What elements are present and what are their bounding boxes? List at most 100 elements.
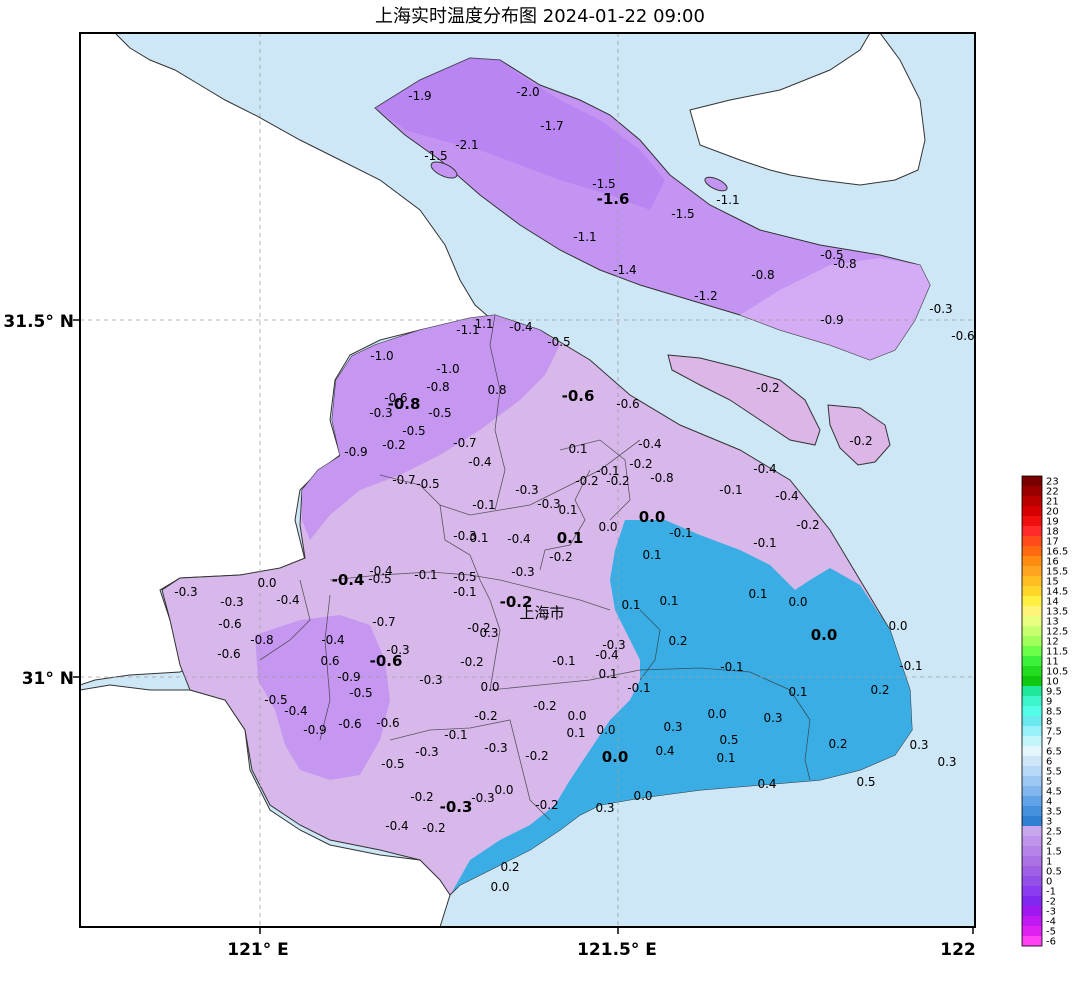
city-label: 上海市 <box>519 604 564 622</box>
station-temp-label: -0.1 <box>444 728 467 742</box>
station-temp-label: -0.1 <box>472 498 495 512</box>
colorbar-tick-label: 14.5 <box>1046 587 1068 598</box>
colorbar-tick-label: 6.5 <box>1046 747 1062 758</box>
station-temp-label: -0.4 <box>775 489 798 503</box>
colorbar-tick-label: 11 <box>1046 657 1059 668</box>
station-temp-label: -1.1 <box>716 193 739 207</box>
colorbar-swatch <box>1022 716 1042 727</box>
station-temp-label: -1.1 <box>573 230 596 244</box>
station-temp-label: -1.5 <box>592 177 615 191</box>
colorbar-tick-label: 9.5 <box>1046 687 1062 698</box>
station-temp-label: -0.2 <box>422 821 445 835</box>
colorbar-swatch <box>1022 616 1042 627</box>
colorbar-tick-label: 0.5 <box>1046 867 1062 878</box>
colorbar-tick-label: 17 <box>1046 537 1059 548</box>
colorbar-tick-label: 2 <box>1046 837 1052 848</box>
x-tick-label: 122 <box>940 940 976 960</box>
colorbar-swatch <box>1022 636 1042 647</box>
colorbar-swatch <box>1022 586 1042 597</box>
colorbar-swatch <box>1022 646 1042 657</box>
station-temp-label: -0.1 <box>596 464 619 478</box>
station-temp-label: 0.5 <box>719 733 738 747</box>
colorbar-tick-label: 1.5 <box>1046 847 1062 858</box>
colorbar-frame <box>1021 475 1043 947</box>
station-temp-label: -0.2 <box>525 749 548 763</box>
map-frame <box>79 32 976 928</box>
station-temp-label: -0.5 <box>349 686 372 700</box>
station-temp-label: -0.2 <box>575 474 598 488</box>
station-temp-label: -0.4 <box>385 819 408 833</box>
colorbar-tick-label: 9 <box>1046 697 1052 708</box>
station-temp-label: 0.1 <box>659 594 678 608</box>
hengsha-island <box>827 404 891 466</box>
colorbar-swatch <box>1022 496 1042 507</box>
colorbar-tick-label: 15 <box>1046 577 1059 588</box>
station-temp-label: -0.3 <box>484 741 507 755</box>
station-temp-label: 0.0 <box>257 576 276 590</box>
station-temp-label: -0.5 <box>453 570 476 584</box>
station-temp-label: -0.3 <box>471 791 494 805</box>
station-temp-label: -0.2 <box>533 699 556 713</box>
colorbar-swatch <box>1022 846 1042 857</box>
colorbar-swatch <box>1022 626 1042 637</box>
station-temp-label: -0.8 <box>650 471 673 485</box>
station-temp-label: -0.2 <box>382 438 405 452</box>
colorbar-tick-label: 13.5 <box>1046 607 1068 618</box>
colorbar-swatch <box>1022 736 1042 747</box>
chongming-island-light <box>740 258 930 360</box>
station-labels-bold: -1.6-0.6-0.80.00.1-0.4-0.20.0-0.60.0-0.3 <box>332 190 838 816</box>
colorbar-legend: 2322212019181716.51615.51514.51413.51312… <box>1021 475 1068 948</box>
station-temp-label: -0.4 <box>507 532 530 546</box>
station-temp-label: 0.0 <box>707 707 726 721</box>
colorbar-swatch <box>1022 756 1042 767</box>
colorbar-tick-label: 10.5 <box>1046 667 1068 678</box>
station-temp-label: 0.2 <box>870 683 889 697</box>
colorbar-swatch <box>1022 686 1042 697</box>
cold-zone-west <box>255 615 390 780</box>
colorbar-tick-label: 16.5 <box>1046 547 1068 558</box>
station-temp-label: -1.7 <box>540 119 563 133</box>
station-temp-label: -0.7 <box>392 473 415 487</box>
station-temp-label: -0.5 <box>368 572 391 586</box>
station-temp-label: 0.0 <box>639 508 666 526</box>
station-temp-label: 0.0 <box>490 880 509 894</box>
station-temp-label: 0.0 <box>811 626 838 644</box>
colorbar-tick-label: 4 <box>1046 797 1052 808</box>
colorbar-tick-label: 22 <box>1046 487 1059 498</box>
small-island <box>704 176 728 192</box>
colorbar-tick-label: 6 <box>1046 757 1052 768</box>
station-temp-label: -0.4 <box>276 593 299 607</box>
colorbar-tick-label: 20 <box>1046 507 1059 518</box>
colorbar-tick-label: 12 <box>1046 637 1059 648</box>
station-temp-label: -0.1 <box>453 585 476 599</box>
station-temp-label: -0.6 <box>951 329 974 343</box>
y-tick-label: 31° N <box>22 669 74 689</box>
colorbar-swatch <box>1022 886 1042 897</box>
station-temp-label: -0.7 <box>453 436 476 450</box>
station-temp-label: 0.3 <box>663 720 682 734</box>
colorbar-swatch <box>1022 476 1042 487</box>
station-temp-label: -0.3 <box>929 302 952 316</box>
colorbar-tick-label: 8.5 <box>1046 707 1062 718</box>
station-temp-label: -1.9 <box>408 89 431 103</box>
colorbar-swatch <box>1022 816 1042 827</box>
station-temp-label: -0.4 <box>638 437 661 451</box>
colorbar-swatch <box>1022 876 1042 887</box>
colorbar-tick-label: 5.5 <box>1046 767 1062 778</box>
station-temp-label: -0.2 <box>535 798 558 812</box>
colorbar-tick-label: 2.5 <box>1046 827 1062 838</box>
station-temp-label: 1.1 <box>474 317 493 331</box>
station-temp-label: -0.2 <box>849 434 872 448</box>
station-temp-label: 0.1 <box>558 503 577 517</box>
colorbar-swatch <box>1022 666 1042 677</box>
colorbar-swatch <box>1022 766 1042 777</box>
station-temp-label: -0.4 <box>369 564 392 578</box>
station-temp-label: -1.5 <box>424 149 447 163</box>
station-temp-label: -0.3 <box>537 497 560 511</box>
colorbar-swatch <box>1022 776 1042 787</box>
station-temp-label: -0.4 <box>509 320 532 334</box>
station-temp-label: -0.4 <box>332 571 365 589</box>
colorbar-swatch <box>1022 656 1042 667</box>
colorbar-swatch <box>1022 916 1042 927</box>
station-temp-label: -0.6 <box>218 617 241 631</box>
